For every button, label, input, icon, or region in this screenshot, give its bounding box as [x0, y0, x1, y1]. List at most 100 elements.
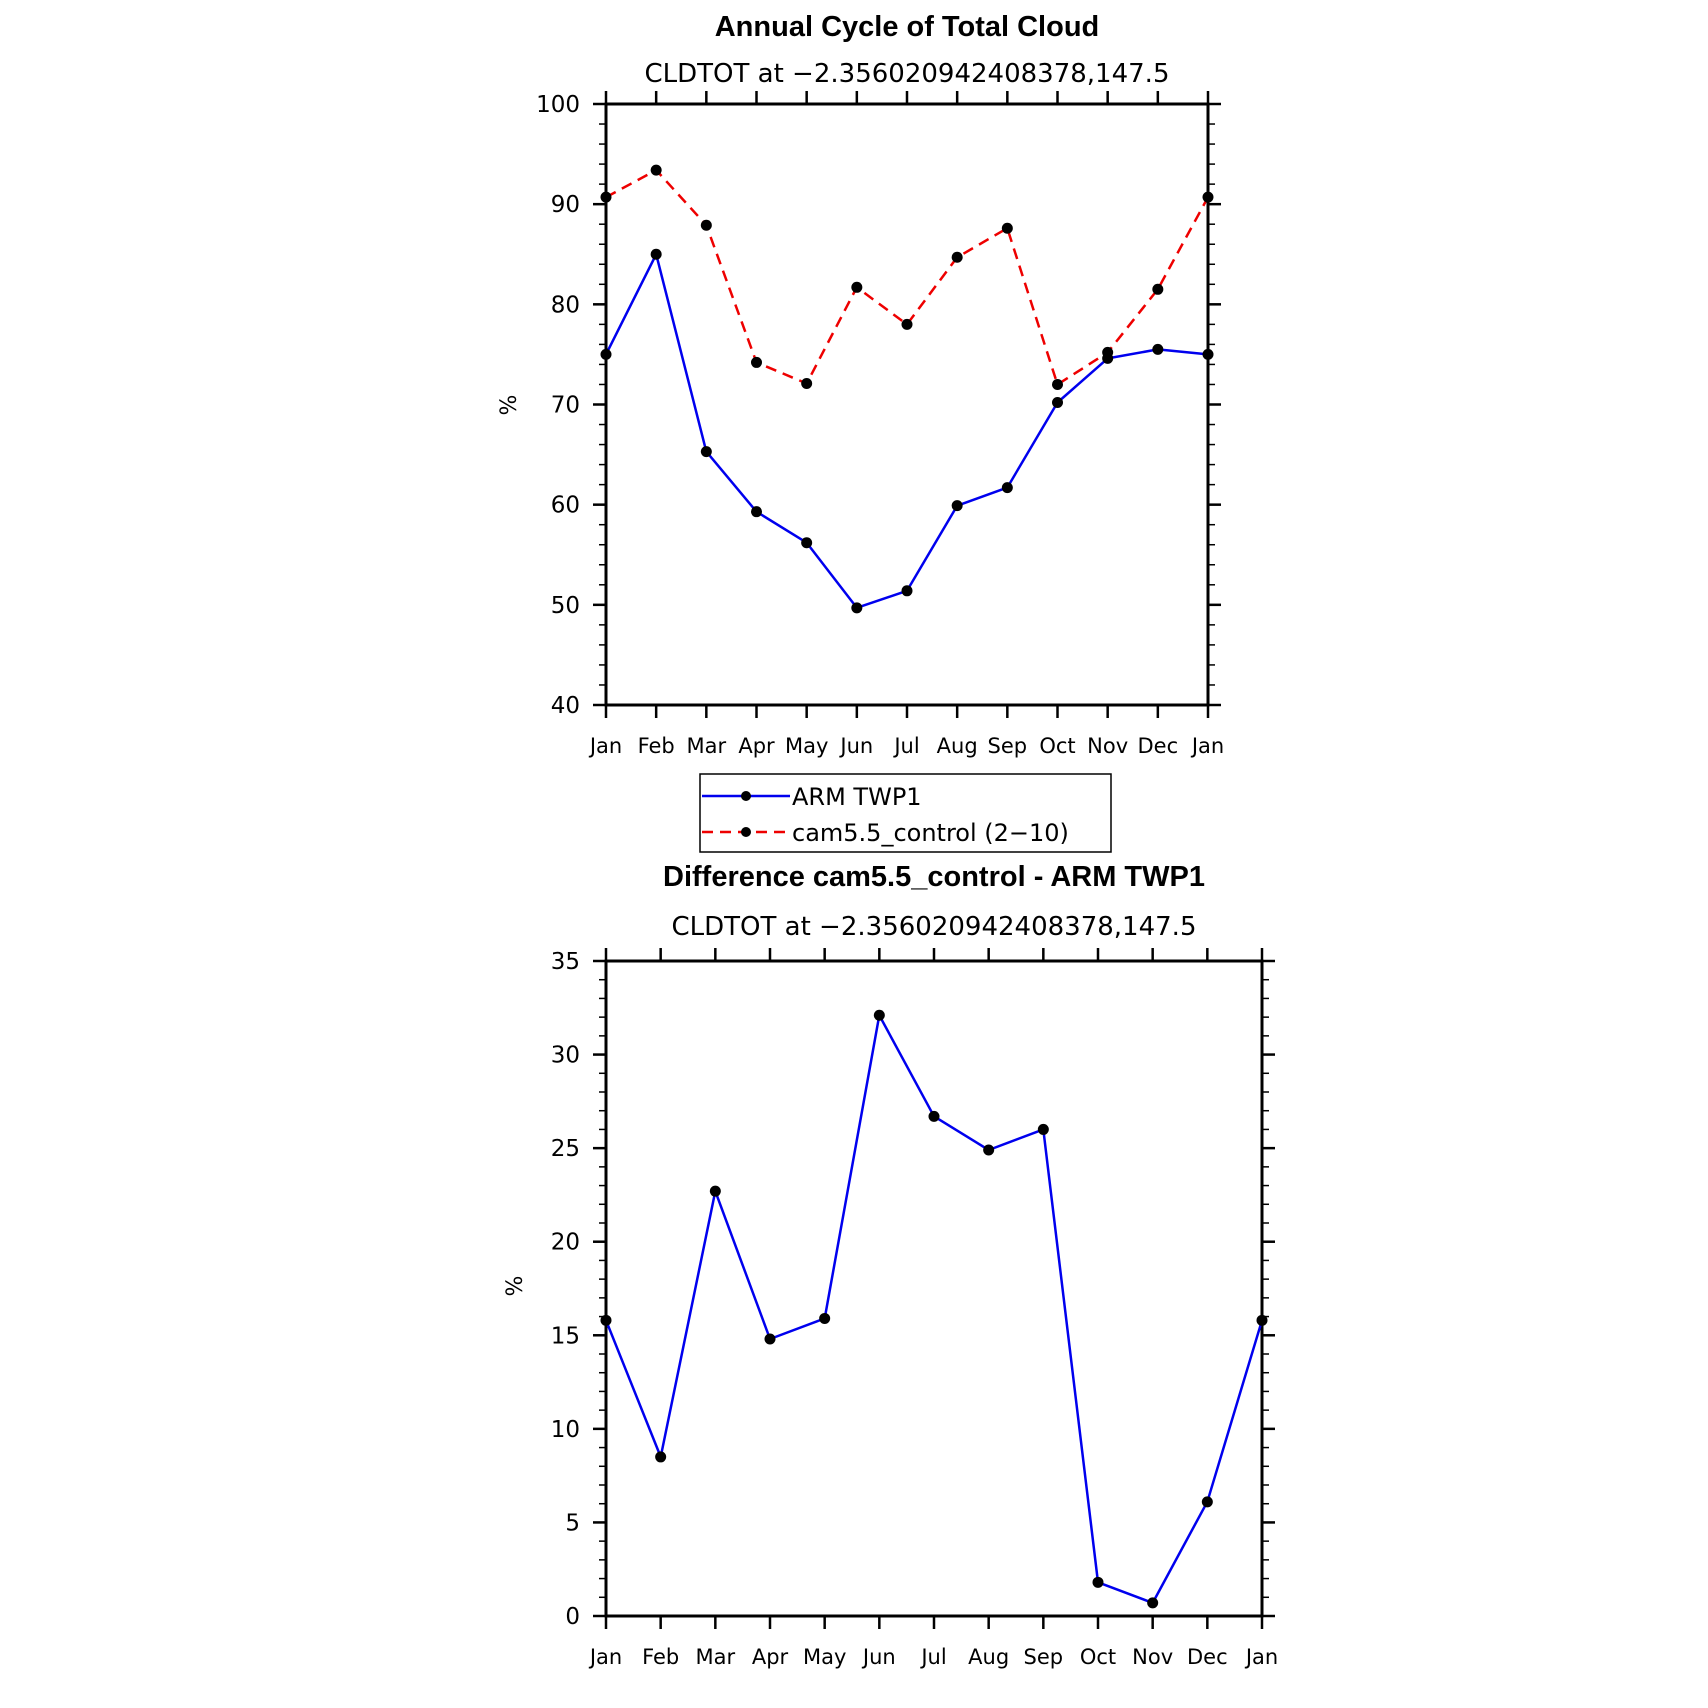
x-tick-labels: Jan Feb Mar Apr May Jun Jul Aug Sep Oct Nov Dec Jan	[588, 734, 1224, 758]
difference-panel: Difference cam5.5_control - ARM TWP1 CLD…	[503, 861, 1278, 1669]
data-point-arm-twp1-0	[600, 348, 612, 360]
legend-label-arm-twp1: ARM TWP1	[792, 783, 922, 811]
y-tick-label: 80	[551, 292, 580, 318]
axis-ticks	[593, 948, 1275, 1629]
chart-title: Difference cam5.5_control - ARM TWP1	[663, 861, 1205, 893]
y-axis-label: %	[497, 395, 522, 416]
x-tick-label-jan: Jan	[588, 1645, 622, 1669]
series-line-difference	[604, 1014, 1264, 1605]
legend-marker-arm-twp1	[741, 791, 751, 801]
data-point-cam5-5-control-2-10-4	[801, 377, 813, 389]
data-point-difference-12	[1256, 1314, 1268, 1326]
x-tick-label-may: May	[803, 1645, 846, 1669]
data-point-difference-4	[819, 1312, 831, 1324]
data-point-arm-twp1-1	[650, 248, 662, 260]
x-tick-label-jul: Jul	[892, 734, 919, 758]
x-tick-label-mar: Mar	[687, 734, 727, 758]
data-point-difference-0	[600, 1314, 612, 1326]
x-tick-label-dec: Dec	[1138, 734, 1179, 758]
y-axis-label: %	[503, 1276, 528, 1297]
y-tick-label: 15	[551, 1323, 580, 1349]
x-tick-label-sep: Sep	[988, 734, 1028, 758]
data-point-arm-twp1-7	[951, 500, 963, 512]
annual-cycle-panel: Annual Cycle of Total Cloud CLDTOT at −2…	[497, 11, 1224, 758]
legend-box	[699, 773, 1112, 853]
data-point-arm-twp1-4	[801, 537, 813, 549]
chart-subtitle: CLDTOT at −2.356020942408378,147.5	[645, 59, 1170, 89]
legend: ARM TWP1 cam5.5_control (2−10)	[699, 773, 1112, 853]
x-tick-label-oct: Oct	[1039, 734, 1075, 758]
chart-title: Annual Cycle of Total Cloud	[715, 11, 1100, 43]
y-tick-label: 0	[565, 1604, 580, 1630]
y-tick-label: 70	[551, 393, 580, 419]
data-point-cam5-5-control-2-10-6	[901, 318, 913, 330]
legend-marker-cam55-control	[741, 827, 751, 837]
y-tick-label: 100	[536, 92, 580, 118]
y-tick-labels: 40 50 60 70 80 90 100	[536, 92, 580, 719]
data-point-difference-10	[1147, 1597, 1159, 1609]
data-point-difference-2	[709, 1185, 721, 1197]
data-point-arm-twp1-8	[1001, 482, 1013, 494]
plot-frame	[604, 959, 1264, 1618]
data-point-cam5-5-control-2-10-3	[751, 356, 762, 368]
x-tick-label-jan: Jan	[588, 734, 622, 758]
x-tick-label-jul: Jul	[919, 1645, 946, 1669]
data-point-cam5-5-control-2-10-1	[650, 164, 662, 176]
data-point-cam5-5-control-2-10-0	[600, 191, 612, 203]
x-tick-label-aug: Aug	[968, 1645, 1009, 1669]
y-tick-label: 5	[565, 1510, 580, 1536]
data-point-cam5-5-control-2-10-7	[951, 251, 963, 263]
data-point-difference-9	[1092, 1576, 1104, 1588]
data-point-cam5-5-control-2-10-5	[851, 281, 863, 293]
series-layer	[600, 1009, 1268, 1609]
data-point-cam5-5-control-2-10-12	[1202, 191, 1214, 203]
y-tick-label: 20	[551, 1230, 580, 1256]
data-point-difference-11	[1201, 1496, 1213, 1508]
data-point-arm-twp1-3	[751, 506, 762, 518]
data-point-cam5-5-control-2-10-11	[1152, 283, 1164, 295]
x-tick-label-jun: Jun	[838, 734, 873, 758]
y-tick-label: 10	[551, 1417, 580, 1443]
x-tick-label-nov: Nov	[1132, 1645, 1173, 1669]
y-tick-label: 50	[551, 593, 580, 619]
x-tick-label-jan: Jan	[1244, 1645, 1278, 1669]
x-tick-label-jun: Jun	[861, 1645, 896, 1669]
data-point-cam5-5-control-2-10-8	[1001, 222, 1013, 234]
axis-ticks	[593, 91, 1221, 718]
y-tick-label: 40	[551, 693, 580, 719]
x-tick-labels: Jan Feb Mar Apr May Jun Jul Aug Sep Oct Nov Dec Jan	[588, 1645, 1278, 1669]
y-tick-labels: 0 5 10 15 20 25 30 35	[551, 949, 580, 1630]
data-point-cam5-5-control-2-10-2	[700, 219, 712, 231]
data-point-arm-twp1-9	[1052, 396, 1063, 408]
data-point-difference-1	[655, 1451, 667, 1463]
data-point-difference-8	[1037, 1123, 1049, 1135]
y-tick-label: 25	[551, 1136, 580, 1162]
x-tick-label-aug: Aug	[937, 734, 978, 758]
x-tick-label-dec: Dec	[1187, 1645, 1228, 1669]
data-point-difference-5	[873, 1009, 885, 1021]
x-tick-label-apr: Apr	[752, 1645, 789, 1669]
x-tick-label-sep: Sep	[1024, 1645, 1064, 1669]
legend-label-cam55-control: cam5.5_control (2−10)	[792, 819, 1069, 847]
data-point-arm-twp1-6	[901, 585, 913, 597]
data-point-difference-6	[928, 1110, 940, 1122]
y-tick-label: 35	[551, 949, 580, 975]
series-layer	[600, 164, 1214, 614]
x-tick-label-may: May	[785, 734, 828, 758]
x-tick-label-feb: Feb	[642, 1645, 679, 1669]
x-tick-label-oct: Oct	[1080, 1645, 1116, 1669]
x-tick-label-mar: Mar	[696, 1645, 736, 1669]
plot-frame	[604, 102, 1210, 707]
y-tick-label: 90	[551, 192, 580, 218]
data-point-cam5-5-control-2-10-9	[1052, 378, 1063, 390]
data-point-arm-twp1-5	[851, 602, 863, 614]
x-tick-label-apr: Apr	[738, 734, 775, 758]
y-tick-label: 60	[551, 493, 580, 519]
x-tick-label-nov: Nov	[1087, 734, 1128, 758]
series-line-cam5-5-control-2-10	[605, 168, 1210, 386]
y-tick-label: 30	[551, 1043, 580, 1069]
data-point-difference-7	[983, 1144, 995, 1156]
chart-subtitle: CLDTOT at −2.356020942408378,147.5	[672, 912, 1197, 942]
series-line-arm-twp1	[604, 253, 1209, 610]
